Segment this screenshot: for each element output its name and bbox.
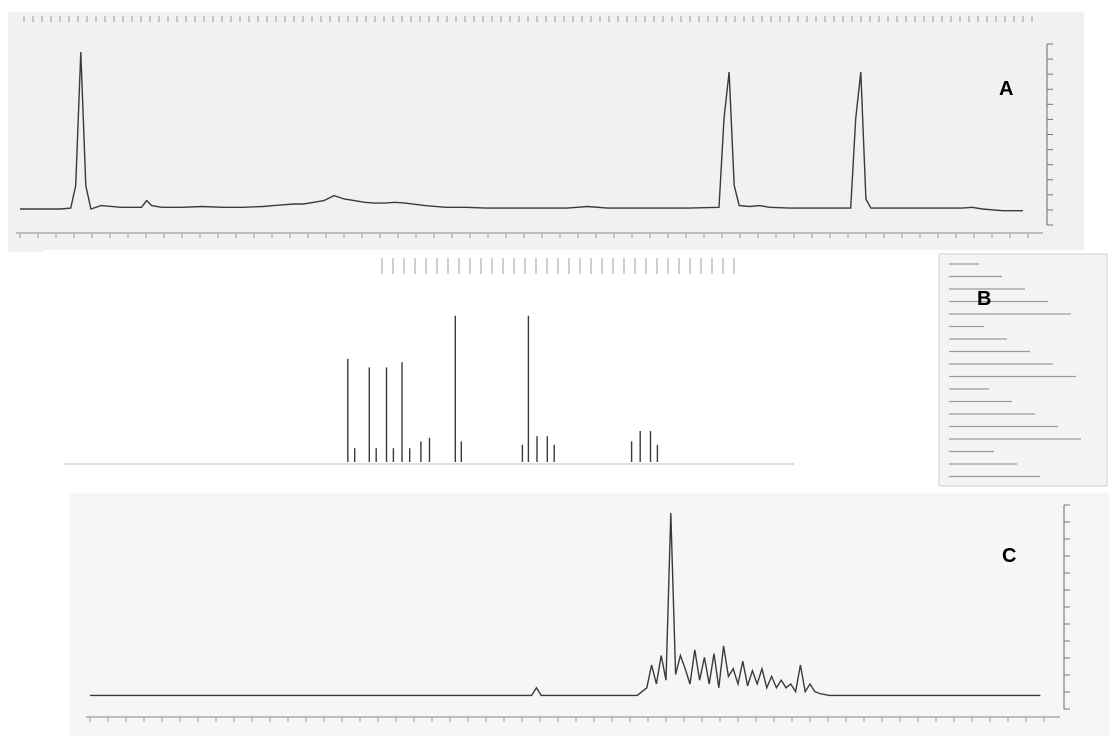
panel-label-b: B <box>977 288 992 310</box>
chromatogram-a-plot <box>16 16 1053 238</box>
panel-label-c: C <box>1002 545 1017 567</box>
side-info-panel <box>938 253 1108 487</box>
chromatogram-trace <box>90 512 1041 697</box>
spectrum-panel-b <box>44 250 1111 495</box>
spectrum-b-plot <box>64 253 1108 487</box>
chromatogram-panel-a <box>8 12 1084 252</box>
chromatogram-panel-c <box>70 493 1110 736</box>
panel-label-a: A <box>999 78 1014 100</box>
chromatogram-trace <box>20 51 1023 212</box>
chromatogram-c-plot <box>86 504 1070 722</box>
